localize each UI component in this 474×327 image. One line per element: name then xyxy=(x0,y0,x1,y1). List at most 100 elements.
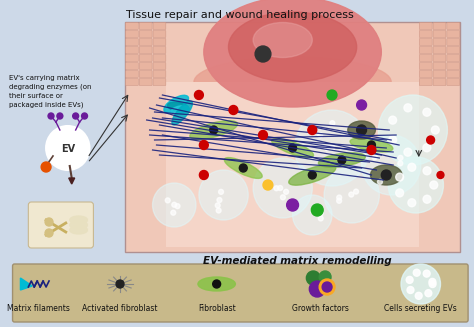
Circle shape xyxy=(253,158,312,218)
FancyBboxPatch shape xyxy=(433,55,446,61)
FancyBboxPatch shape xyxy=(433,71,446,77)
Circle shape xyxy=(413,269,420,276)
FancyBboxPatch shape xyxy=(126,23,138,29)
Ellipse shape xyxy=(350,138,393,152)
FancyBboxPatch shape xyxy=(139,71,152,77)
Circle shape xyxy=(239,164,247,172)
Circle shape xyxy=(431,126,439,134)
Circle shape xyxy=(255,46,271,62)
FancyBboxPatch shape xyxy=(433,78,446,85)
Circle shape xyxy=(362,135,421,195)
Circle shape xyxy=(219,189,224,194)
Circle shape xyxy=(289,144,297,152)
Ellipse shape xyxy=(70,216,88,224)
Circle shape xyxy=(311,208,316,213)
Ellipse shape xyxy=(194,57,391,107)
Circle shape xyxy=(407,286,414,294)
FancyBboxPatch shape xyxy=(126,30,138,38)
Circle shape xyxy=(153,183,196,227)
FancyBboxPatch shape xyxy=(153,71,166,77)
Ellipse shape xyxy=(319,153,365,167)
Circle shape xyxy=(210,126,218,134)
Circle shape xyxy=(324,167,379,223)
Ellipse shape xyxy=(172,101,192,125)
FancyBboxPatch shape xyxy=(447,39,460,45)
FancyBboxPatch shape xyxy=(447,71,460,77)
FancyBboxPatch shape xyxy=(433,30,446,38)
FancyBboxPatch shape xyxy=(419,23,432,29)
FancyBboxPatch shape xyxy=(447,30,460,38)
FancyBboxPatch shape xyxy=(433,46,446,54)
Circle shape xyxy=(57,113,63,119)
Circle shape xyxy=(165,198,170,203)
Ellipse shape xyxy=(224,158,262,179)
Circle shape xyxy=(337,198,342,203)
Circle shape xyxy=(427,136,435,144)
FancyBboxPatch shape xyxy=(447,55,460,61)
Circle shape xyxy=(200,141,208,149)
FancyBboxPatch shape xyxy=(433,62,446,70)
Circle shape xyxy=(356,100,366,110)
Circle shape xyxy=(372,155,377,160)
Polygon shape xyxy=(20,278,32,290)
Circle shape xyxy=(310,281,325,297)
Circle shape xyxy=(278,185,283,191)
Circle shape xyxy=(48,113,54,119)
Circle shape xyxy=(367,146,376,154)
Text: EV: EV xyxy=(61,144,75,154)
Circle shape xyxy=(306,271,320,285)
FancyBboxPatch shape xyxy=(139,23,152,29)
Circle shape xyxy=(425,290,432,297)
Circle shape xyxy=(415,292,422,299)
Circle shape xyxy=(406,276,413,284)
FancyBboxPatch shape xyxy=(447,23,460,29)
Ellipse shape xyxy=(70,226,88,234)
Text: Growth factors: Growth factors xyxy=(292,304,348,313)
Ellipse shape xyxy=(272,138,313,158)
Circle shape xyxy=(429,278,436,285)
Circle shape xyxy=(423,108,431,116)
FancyBboxPatch shape xyxy=(447,78,460,85)
Circle shape xyxy=(292,195,332,235)
Circle shape xyxy=(398,155,403,160)
Circle shape xyxy=(229,106,238,114)
Circle shape xyxy=(367,141,375,149)
Ellipse shape xyxy=(371,165,402,185)
Circle shape xyxy=(175,204,180,209)
Circle shape xyxy=(311,204,323,216)
FancyBboxPatch shape xyxy=(126,39,138,45)
Circle shape xyxy=(171,210,176,215)
FancyBboxPatch shape xyxy=(447,62,460,70)
Circle shape xyxy=(408,199,416,207)
Ellipse shape xyxy=(164,95,189,113)
Bar xyxy=(166,82,419,247)
Circle shape xyxy=(199,170,248,220)
Text: Fibroblast: Fibroblast xyxy=(198,304,236,313)
Text: EV's carrying matrix
degrading enzymes (on
their surface or
packaged inside EVs): EV's carrying matrix degrading enzymes (… xyxy=(9,75,91,108)
Circle shape xyxy=(423,167,431,175)
Circle shape xyxy=(213,280,220,288)
Ellipse shape xyxy=(253,23,312,58)
Circle shape xyxy=(274,186,279,191)
Circle shape xyxy=(338,156,346,164)
Circle shape xyxy=(388,157,444,213)
Circle shape xyxy=(389,116,397,124)
Circle shape xyxy=(318,132,323,138)
FancyBboxPatch shape xyxy=(433,23,446,29)
FancyBboxPatch shape xyxy=(419,30,432,38)
Circle shape xyxy=(349,192,354,197)
FancyBboxPatch shape xyxy=(419,55,432,61)
FancyBboxPatch shape xyxy=(153,30,166,38)
FancyBboxPatch shape xyxy=(126,55,138,61)
Circle shape xyxy=(294,110,370,186)
Circle shape xyxy=(404,104,412,112)
Circle shape xyxy=(194,91,203,99)
Circle shape xyxy=(287,199,299,211)
Circle shape xyxy=(45,229,53,237)
FancyBboxPatch shape xyxy=(12,264,468,322)
Circle shape xyxy=(423,144,431,152)
Circle shape xyxy=(263,180,273,190)
Circle shape xyxy=(401,264,440,304)
Circle shape xyxy=(283,189,289,194)
Circle shape xyxy=(41,162,51,172)
